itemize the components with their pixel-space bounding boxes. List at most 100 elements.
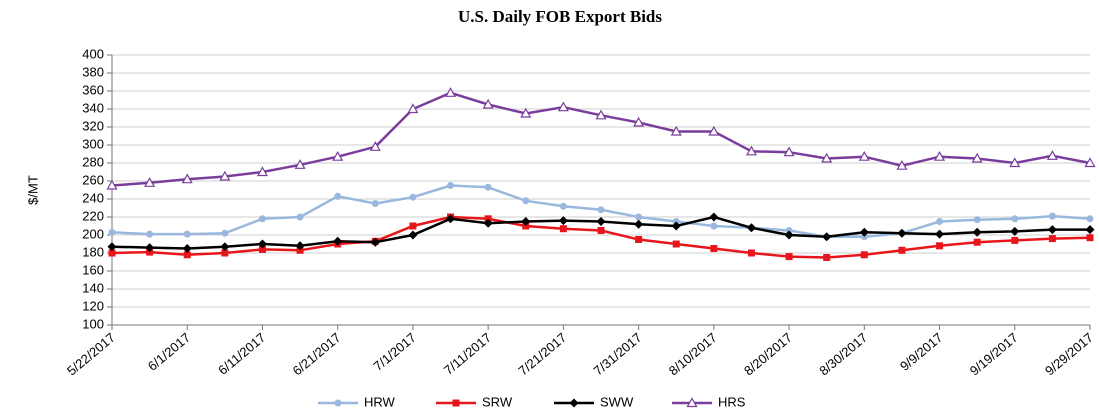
point [409, 193, 417, 201]
point [369, 141, 381, 151]
point [333, 236, 343, 246]
point [296, 213, 304, 221]
y-tick-label: 320 [82, 118, 104, 133]
point [445, 87, 457, 97]
point [557, 101, 569, 112]
point [144, 177, 156, 187]
point [1010, 226, 1020, 236]
y-tick-label: 140 [82, 280, 104, 295]
y-tick-label: 220 [82, 208, 104, 223]
point [1084, 157, 1096, 168]
y-tick-label: 280 [82, 154, 104, 169]
point [596, 217, 606, 226]
point [447, 182, 455, 189]
point [106, 179, 118, 190]
point [823, 254, 831, 261]
point [108, 228, 116, 236]
x-tick-label: 6/21/2017 [290, 330, 344, 379]
y-tick-label: 400 [82, 46, 104, 61]
point [821, 152, 833, 163]
point [221, 229, 229, 237]
point [858, 150, 870, 161]
point [145, 243, 155, 253]
point [1046, 150, 1058, 160]
point [973, 216, 981, 224]
point [446, 214, 456, 224]
x-tick-label: 6/1/2017 [145, 330, 193, 374]
point [409, 222, 417, 230]
point [221, 249, 229, 257]
point [898, 246, 906, 254]
point [935, 229, 945, 239]
point [635, 213, 643, 221]
point [183, 251, 191, 259]
point [522, 197, 530, 205]
point [1009, 157, 1021, 168]
point [258, 245, 266, 253]
point [1011, 215, 1019, 223]
x-tick-label: 7/1/2017 [370, 330, 418, 374]
point [785, 253, 793, 261]
point [635, 236, 643, 243]
point [597, 227, 605, 234]
legend-item: SRW [436, 394, 513, 409]
point [709, 212, 719, 222]
point [595, 109, 607, 120]
legend-item: SWW [554, 394, 634, 409]
point [972, 227, 982, 237]
point [634, 219, 644, 229]
point [371, 200, 379, 207]
legend-label: HRS [718, 394, 746, 409]
x-tick-label: 9/29/2017 [1042, 330, 1096, 379]
legend-item: HRS [672, 394, 746, 409]
legend-label: HRW [364, 394, 396, 409]
point [559, 225, 567, 233]
point [784, 230, 794, 240]
point [484, 183, 492, 191]
point [258, 215, 266, 223]
point [219, 170, 231, 181]
point [1086, 234, 1094, 242]
point [294, 159, 306, 169]
point [182, 244, 192, 253]
point [859, 227, 869, 237]
point [1047, 225, 1057, 235]
point [936, 242, 944, 250]
y-tick-label: 100 [82, 316, 104, 331]
point [559, 202, 567, 210]
point [746, 223, 756, 233]
legend-item: HRW [318, 394, 396, 409]
point [936, 218, 944, 225]
point [370, 237, 380, 247]
x-tick-label: 8/10/2017 [666, 330, 720, 379]
point [558, 216, 568, 226]
point [597, 206, 605, 214]
point [896, 159, 908, 170]
point [708, 125, 720, 136]
point [973, 238, 981, 246]
point [860, 251, 868, 259]
legend-label: SRW [482, 394, 513, 409]
point [408, 230, 418, 240]
series-line [111, 91, 1091, 187]
point [520, 107, 532, 118]
point [1048, 235, 1056, 243]
y-tick-label: 260 [82, 172, 104, 187]
point [482, 98, 494, 109]
point [521, 217, 531, 226]
point [971, 152, 983, 163]
point [146, 230, 154, 238]
x-tick-label: 7/31/2017 [591, 330, 645, 379]
point [822, 232, 832, 242]
point [108, 249, 116, 257]
y-tick-label: 300 [82, 136, 104, 151]
x-tick-label: 7/11/2017 [441, 330, 494, 378]
x-tick-label: 9/9/2017 [897, 330, 945, 374]
point [670, 125, 682, 136]
y-tick-label: 180 [82, 244, 104, 259]
point [710, 222, 718, 230]
chart-title: U.S. Daily FOB Export Bids [458, 7, 662, 26]
point [1085, 225, 1095, 235]
point [934, 150, 946, 161]
